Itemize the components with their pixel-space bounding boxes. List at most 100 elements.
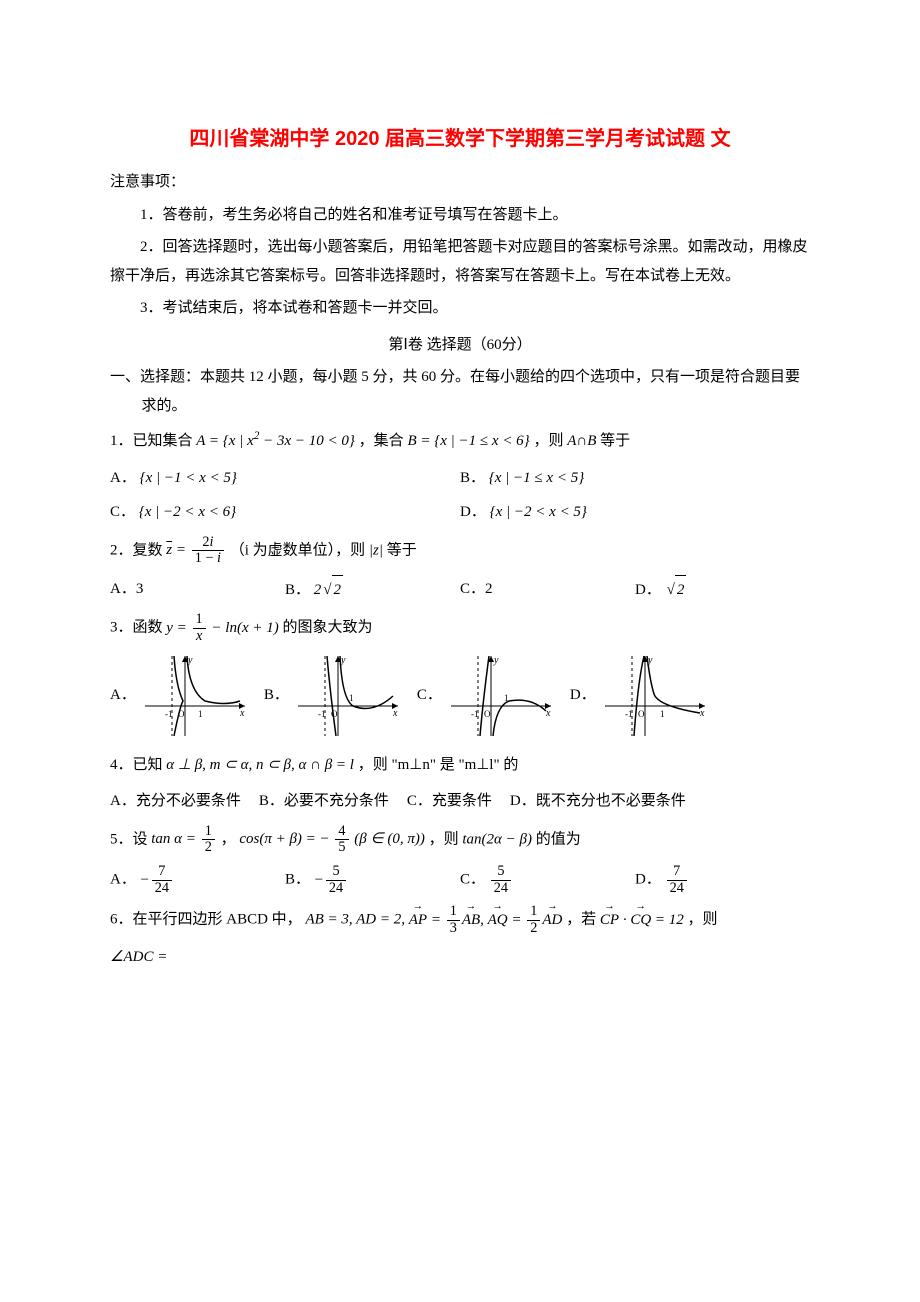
q1-acapb: A∩B xyxy=(567,433,596,449)
svg-text:x: x xyxy=(239,708,245,719)
q3-opt-d-label: D． xyxy=(570,681,596,710)
q4-opt-b: B．必要不充分条件 xyxy=(259,785,407,818)
q1-opt-c: C． {x | −2 < x < 6} xyxy=(110,496,460,529)
q1-opt-a: A． {x | −1 < x < 5} xyxy=(110,462,460,495)
q5-opt-b-label: B． xyxy=(285,872,310,888)
q6-ab: AB = 3, AD = 2, xyxy=(305,912,405,928)
q4-opt-c: C．充要条件 xyxy=(407,785,510,818)
q3-opt-b-label: B． xyxy=(264,681,289,710)
page-title: 四川省棠湖中学 2020 届高三数学下学期第三学月考试试题 文 xyxy=(110,120,810,158)
svg-text:1: 1 xyxy=(349,693,354,703)
q5-opt-c: C． 524 xyxy=(460,862,635,898)
svg-text:-1: -1 xyxy=(625,709,633,719)
q1-text-4: 等于 xyxy=(600,433,630,449)
q5-opt-c-label: C． xyxy=(460,872,485,888)
graph-c-svg: y x -1 O 1 xyxy=(446,651,556,741)
q2-text-2: （i 为虚数单位），则 xyxy=(230,542,365,558)
q5-text-1: 5．设 xyxy=(110,831,151,847)
svg-text:x: x xyxy=(392,708,398,719)
graph-d-svg: y x -1 O 1 xyxy=(600,651,710,741)
exam-document: 四川省棠湖中学 2020 届高三数学下学期第三学月考试试题 文 注意事项： 1．… xyxy=(0,0,920,1037)
section1-heading: 一、选择题：本题共 12 小题，每小题 5 分，共 60 分。在每小题给的四个选… xyxy=(110,363,810,420)
q5-text-4: 的值为 xyxy=(536,831,581,847)
q1-options: A． {x | −1 < x < 5} B． {x | −1 ≤ x < 5} xyxy=(110,462,810,495)
svg-text:-1: -1 xyxy=(318,709,326,719)
q3-text-1: 3．函数 xyxy=(110,620,166,636)
q5-expr1: tan α = 12 xyxy=(151,831,220,847)
q6-text-1: 6．在平行四边形 ABCD 中， xyxy=(110,912,302,928)
q1-opt-b-label: B． xyxy=(460,470,485,486)
q2-text-1: 2．复数 xyxy=(110,542,166,558)
q3-graph-b: B． y x -1 O 1 xyxy=(264,651,403,741)
q3-graph-a: A． y x -1 O 1 xyxy=(110,651,250,741)
svg-text:1: 1 xyxy=(660,709,665,719)
q1-setB: B = {x | −1 ≤ x < 6} xyxy=(407,433,529,449)
q5-expr3: tan(2α − β) xyxy=(462,831,532,847)
q5-options: A． −724 B． −524 C． 524 D． 724 xyxy=(110,862,810,898)
notice-item-3: 3．考试结束后，将本试卷和答题卡一并交回。 xyxy=(110,294,810,323)
q5-opt-d-label: D． xyxy=(635,872,661,888)
q3-expr: y = 1x − ln(x + 1) xyxy=(166,620,282,636)
q1-setA: A = {x | x2 − 3x − 10 < 0} xyxy=(196,433,355,449)
q2-opt-c: C．2 xyxy=(460,573,635,607)
question-3: 3．函数 y = 1x − ln(x + 1) 的图象大致为 xyxy=(110,612,810,644)
q1-text-3: ，则 xyxy=(533,433,567,449)
svg-text:-1: -1 xyxy=(165,709,173,719)
q1-opt-a-label: A． xyxy=(110,470,136,486)
q5-opt-a-label: A． xyxy=(110,872,136,888)
q3-graphs: A． y x -1 O 1 B． xyxy=(110,651,810,741)
notice-item-2: 2．回答选择题时，选出每小题答案后，用铅笔把答题卡对应题目的答案标号涂黑。如需改… xyxy=(110,233,810,290)
question-4: 4．已知 α ⊥ β, m ⊂ α, n ⊂ β, α ∩ β = l ，则 "… xyxy=(110,751,810,780)
svg-text:-1: -1 xyxy=(471,709,479,719)
q5-opt-a: A． −724 xyxy=(110,862,285,898)
q2-options: A．3 B． 22 C．2 D． 2 xyxy=(110,573,810,607)
q2-absz: |z| xyxy=(369,542,383,558)
q6-vec1: AP = 13AB, AQ = 12AD xyxy=(409,912,566,928)
q4-opt-d: D．既不充分也不必要条件 xyxy=(510,785,704,818)
svg-text:y: y xyxy=(493,655,499,666)
notice-item-1: 1．答卷前，考生务必将自己的姓名和准考证号填写在答题卡上。 xyxy=(110,201,810,230)
q6-text-2: ，若 xyxy=(566,912,596,928)
q4-text-2: ，则 "m⊥n" 是 "m⊥l" 的 xyxy=(358,757,519,773)
graph-b-svg: y x -1 O 1 xyxy=(293,651,403,741)
q2-opt-a: A．3 xyxy=(110,573,285,607)
svg-text:x: x xyxy=(545,708,551,719)
q3-graph-d: D． y x -1 O 1 xyxy=(570,651,710,741)
svg-text:O: O xyxy=(638,709,645,719)
svg-text:O: O xyxy=(484,709,491,719)
question-1: 1．已知集合 A = {x | x2 − 3x − 10 < 0} ，集合 B … xyxy=(110,426,810,456)
part1-heading: 第Ⅰ卷 选择题（60分） xyxy=(110,331,810,360)
q4-expr: α ⊥ β, m ⊂ α, n ⊂ β, α ∩ β = l xyxy=(166,757,354,773)
q4-opt-a: A．充分不必要条件 xyxy=(110,785,259,818)
q1-text-2: ，集合 xyxy=(359,433,408,449)
q4-text-1: 4．已知 xyxy=(110,757,166,773)
q5-text-3: ，则 xyxy=(429,831,463,847)
q1-text-1: 1．已知集合 xyxy=(110,433,196,449)
question-5: 5．设 tan α = 12 ， cos(π + β) = − 45 (β ∈ … xyxy=(110,824,810,856)
q3-text-2: 的图象大致为 xyxy=(283,620,373,636)
svg-text:1: 1 xyxy=(198,709,203,719)
q5-expr2: cos(π + β) = − 45 (β ∈ (0, π)) xyxy=(239,831,428,847)
notice-heading: 注意事项： xyxy=(110,168,810,197)
q1-opt-d: D． {x | −2 < x < 5} xyxy=(460,496,810,529)
q6-vec2: CP · CQ = 12 xyxy=(600,912,684,928)
q2-opt-d-label: D． xyxy=(635,582,661,598)
q2-opt-b-label: B． xyxy=(285,582,310,598)
q6-text-3: ，则 xyxy=(688,912,718,928)
q3-opt-c-label: C． xyxy=(417,681,442,710)
q1-opt-c-label: C． xyxy=(110,504,135,520)
q1-opt-d-label: D． xyxy=(460,504,486,520)
q3-opt-a-label: A． xyxy=(110,681,136,710)
q2-rad2a: 2 xyxy=(332,575,344,605)
q6-angle-expr: ∠ADC = xyxy=(110,949,167,965)
graph-a-svg: y x -1 O 1 xyxy=(140,651,250,741)
q1-options-2: C． {x | −2 < x < 6} D． {x | −2 < x < 5} xyxy=(110,496,810,529)
q6-angle: ∠ADC = xyxy=(110,943,810,972)
q2-rad2b: 2 xyxy=(675,575,687,605)
q2-expr: z = 2i1 − i xyxy=(166,542,229,558)
q6-lens: AB = 3, AD = 2, xyxy=(305,912,405,928)
q2-opt-b: B． 22 xyxy=(285,573,460,607)
question-6: 6．在平行四边形 ABCD 中， AB = 3, AD = 2, AP = 13… xyxy=(110,904,810,936)
q5-opt-d: D． 724 xyxy=(635,862,810,898)
q5-text-2: ， xyxy=(221,831,236,847)
